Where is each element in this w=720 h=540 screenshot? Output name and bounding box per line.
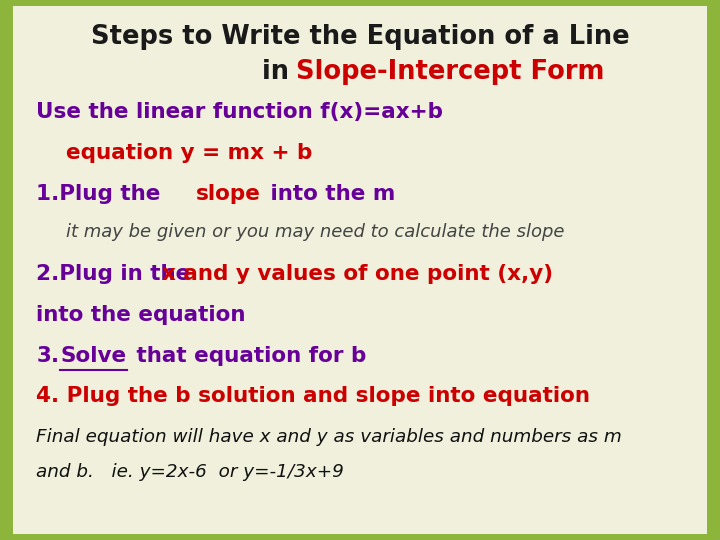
- Text: and b.   ie. y=2x-6  or y=-1/3x+9: and b. ie. y=2x-6 or y=-1/3x+9: [37, 463, 344, 481]
- Text: slope: slope: [197, 184, 261, 204]
- Text: Slope-Intercept Form: Slope-Intercept Form: [296, 59, 604, 85]
- Text: into the m: into the m: [264, 184, 395, 204]
- Text: Final equation will have x and y as variables and numbers as m: Final equation will have x and y as vari…: [37, 428, 622, 446]
- Text: Steps to Write the Equation of a Line: Steps to Write the Equation of a Line: [91, 24, 629, 50]
- Text: 3.: 3.: [37, 346, 60, 366]
- Text: Solve: Solve: [60, 346, 126, 366]
- Text: 1.Plug the: 1.Plug the: [37, 184, 168, 204]
- Text: 4. Plug the b solution and slope into equation: 4. Plug the b solution and slope into eq…: [37, 386, 590, 406]
- Text: it may be given or you may need to calculate the slope: it may be given or you may need to calcu…: [66, 222, 564, 241]
- Text: in: in: [262, 59, 298, 85]
- Text: x and y values of one point (x,y): x and y values of one point (x,y): [163, 265, 554, 285]
- Text: 2.Plug in the: 2.Plug in the: [37, 265, 198, 285]
- Text: equation y = mx + b: equation y = mx + b: [66, 143, 312, 163]
- Text: that equation for b: that equation for b: [129, 346, 366, 366]
- Text: into the equation: into the equation: [37, 305, 246, 325]
- Text: Use the linear function f(x)=ax+b: Use the linear function f(x)=ax+b: [37, 102, 444, 123]
